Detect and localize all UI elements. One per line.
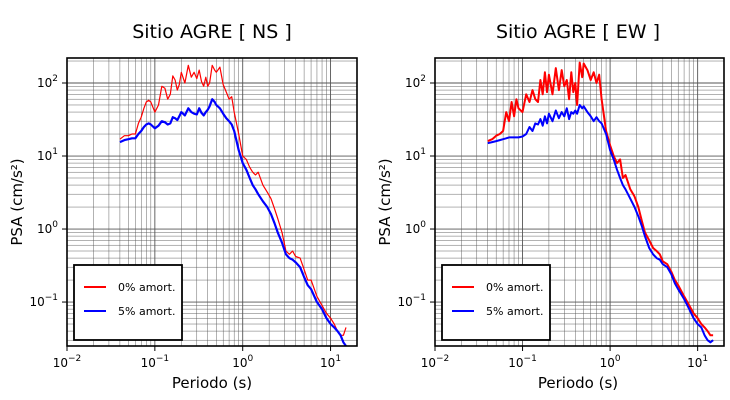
y-tick-label: 102 bbox=[37, 74, 58, 90]
series-line bbox=[487, 61, 714, 337]
chart-panel-ns: Sitio AGRE [ NS ] Periodo (s) PSA (cm/s²… bbox=[8, 21, 358, 392]
chart-panel-ew: Sitio AGRE [ EW ] Periodo (s) PSA (cm/s²… bbox=[376, 21, 725, 392]
series-line bbox=[119, 98, 347, 347]
y-tick-label: 100 bbox=[37, 220, 58, 236]
y-tick-label: 10−1 bbox=[29, 293, 58, 309]
chart-title: Sitio AGRE [ EW ] bbox=[496, 21, 660, 43]
x-tick-label: 101 bbox=[687, 354, 708, 370]
x-axis-label: Periodo (s) bbox=[538, 374, 618, 392]
y-tick-label: 102 bbox=[405, 74, 426, 90]
legend-box bbox=[73, 264, 183, 341]
x-axis-label: Periodo (s) bbox=[172, 374, 252, 392]
legend: 0% amort. 5% amort. bbox=[73, 264, 183, 341]
plot-frame bbox=[434, 57, 725, 347]
legend-label: 5% amort. bbox=[486, 305, 543, 318]
legend-label: 0% amort. bbox=[118, 281, 175, 294]
legend: 0% amort. 5% amort. bbox=[441, 264, 551, 341]
x-tick-label: 10−1 bbox=[141, 354, 170, 370]
chart-title: Sitio AGRE [ NS ] bbox=[132, 21, 292, 43]
y-tick-label: 100 bbox=[405, 220, 426, 236]
legend-box bbox=[441, 264, 551, 341]
x-tick-label: 100 bbox=[600, 354, 621, 370]
series-line bbox=[119, 64, 347, 336]
y-tick-label: 101 bbox=[405, 147, 426, 163]
y-axis-label: PSA (cm/s²) bbox=[376, 158, 394, 245]
series-line bbox=[487, 104, 714, 344]
plot-frame bbox=[66, 57, 358, 347]
x-tick-label: 10−1 bbox=[508, 354, 537, 370]
legend-label: 0% amort. bbox=[486, 281, 543, 294]
x-tick-label: 10−2 bbox=[421, 354, 450, 370]
y-tick-label: 101 bbox=[37, 147, 58, 163]
y-tick-label: 10−1 bbox=[397, 293, 426, 309]
x-tick-label: 100 bbox=[232, 354, 253, 370]
x-tick-label: 10−2 bbox=[53, 354, 82, 370]
y-axis-label: PSA (cm/s²) bbox=[8, 158, 26, 245]
legend-label: 5% amort. bbox=[118, 305, 175, 318]
x-tick-label: 101 bbox=[320, 354, 341, 370]
